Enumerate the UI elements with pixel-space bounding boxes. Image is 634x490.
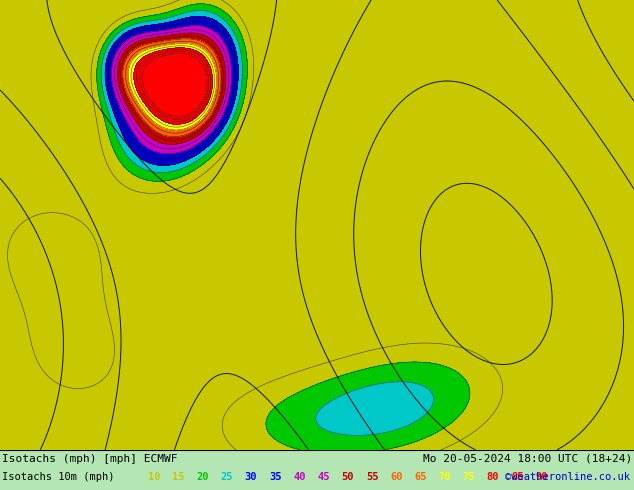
Text: 30: 30 [245,472,257,482]
Text: 90: 90 [535,472,548,482]
Text: 35: 35 [269,472,281,482]
Text: 10: 10 [148,472,160,482]
Text: 60: 60 [390,472,403,482]
Text: 50: 50 [342,472,354,482]
Text: Isotachs (mph) [mph] ECMWF: Isotachs (mph) [mph] ECMWF [2,454,178,464]
Text: Mo 20-05-2024 18:00 UTC (18+24): Mo 20-05-2024 18:00 UTC (18+24) [423,454,632,464]
Text: 40: 40 [293,472,306,482]
Text: 45: 45 [318,472,330,482]
Text: 85: 85 [511,472,524,482]
Text: 15: 15 [172,472,184,482]
Text: 70: 70 [438,472,451,482]
Text: 20: 20 [197,472,209,482]
Text: 65: 65 [414,472,427,482]
Text: ©weatheronline.co.uk: ©weatheronline.co.uk [505,472,630,482]
Text: 75: 75 [463,472,475,482]
Text: 25: 25 [221,472,233,482]
Text: 80: 80 [487,472,500,482]
Text: 55: 55 [366,472,378,482]
Text: Isotachs 10m (mph): Isotachs 10m (mph) [2,472,115,482]
